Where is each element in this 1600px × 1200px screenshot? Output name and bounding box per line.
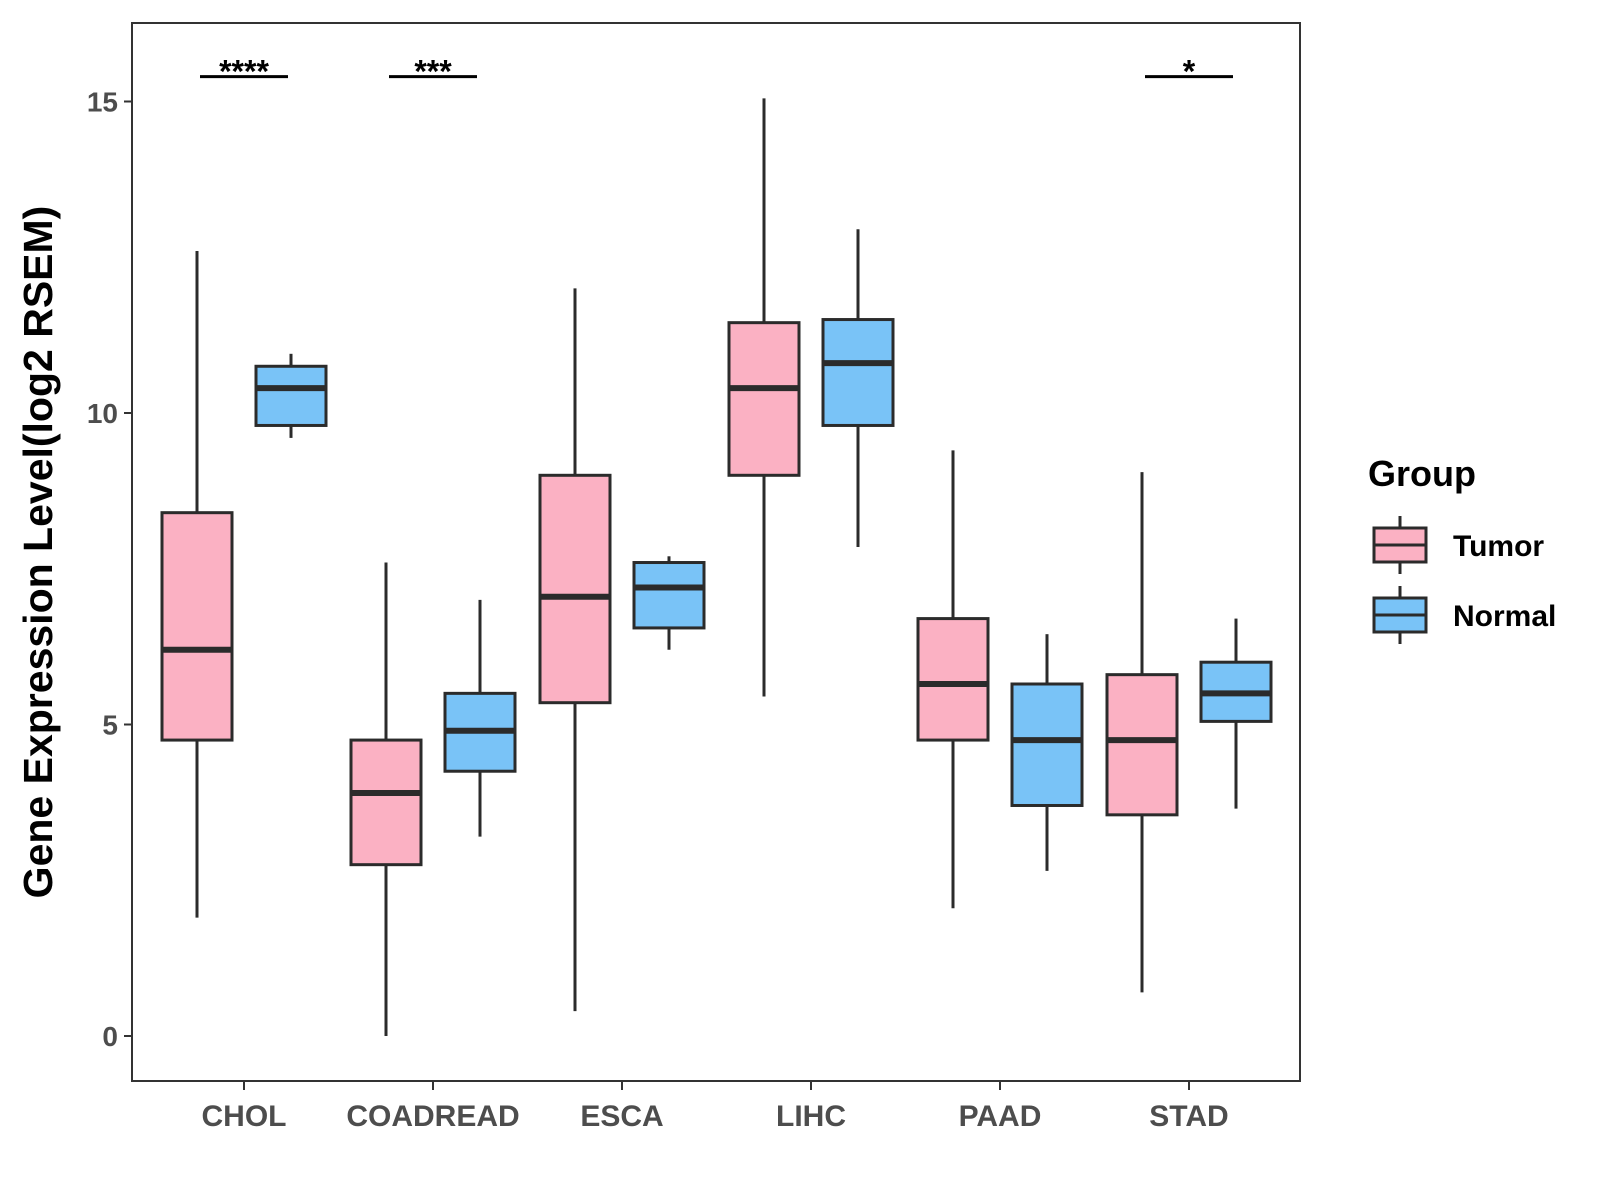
x-axis: CHOL COADREAD ESCA LIHC PAAD STAD (202, 1081, 1229, 1133)
box-normal-lihc (821, 229, 895, 547)
series-normal (254, 229, 1273, 871)
legend-title: Group (1368, 453, 1476, 494)
legend-item-normal: Normal (1372, 586, 1556, 644)
y-tick-label: 5 (102, 710, 118, 741)
x-tick-label: COADREAD (346, 1100, 519, 1133)
box-tumor-chol (160, 251, 234, 918)
box-normal-paad (1010, 634, 1084, 871)
significance-stad: * (1145, 54, 1233, 90)
plot-border (131, 22, 1301, 1082)
significance-coadread: *** (389, 54, 477, 90)
x-tick-label: ESCA (580, 1100, 663, 1133)
x-tick-label: STAD (1149, 1100, 1228, 1133)
x-tick-label: CHOL (202, 1100, 287, 1133)
y-tick-label: 0 (102, 1021, 118, 1052)
series-tumor (160, 98, 1179, 1036)
y-axis-title: Gene Expression Level(log2 RSEM) (15, 206, 61, 899)
significance-annotations: **** *** * (200, 54, 1233, 90)
x-tick-label: LIHC (776, 1100, 846, 1133)
box-tumor-paad (916, 450, 990, 909)
box-iqr (1105, 673, 1179, 817)
x-tick-label: PAAD (959, 1100, 1042, 1133)
box-tumor-coadread (349, 562, 423, 1036)
significance-chol: **** (200, 54, 288, 90)
box-iqr (727, 321, 801, 477)
y-axis: 0 5 10 15 (87, 87, 132, 1052)
box-iqr (821, 318, 895, 427)
plot-panel (131, 22, 1301, 1082)
box-normal-esca (632, 556, 706, 650)
box-iqr (349, 738, 423, 867)
box-series (160, 98, 1273, 1036)
legend-label: Normal (1453, 600, 1556, 633)
box-iqr (538, 473, 612, 705)
box-iqr (254, 364, 328, 427)
box-iqr (160, 511, 234, 742)
legend-item-tumor: Tumor (1372, 516, 1544, 574)
box-tumor-stad (1105, 472, 1179, 993)
legend-label: Tumor (1453, 530, 1544, 563)
significance-label: *** (414, 54, 452, 90)
significance-label: **** (219, 54, 269, 90)
y-tick-label: 15 (87, 87, 118, 118)
box-normal-stad (1199, 618, 1273, 809)
box-normal-chol (254, 353, 328, 438)
box-iqr (632, 561, 706, 630)
y-tick-label: 10 (87, 398, 118, 429)
box-iqr (1010, 682, 1084, 807)
significance-label: * (1183, 54, 1196, 90)
box-iqr (916, 617, 990, 742)
box-tumor-lihc (727, 98, 801, 697)
box-normal-coadread (443, 599, 517, 837)
legend: Group Tumor Normal (1368, 453, 1556, 644)
box-tumor-esca (538, 288, 612, 1012)
